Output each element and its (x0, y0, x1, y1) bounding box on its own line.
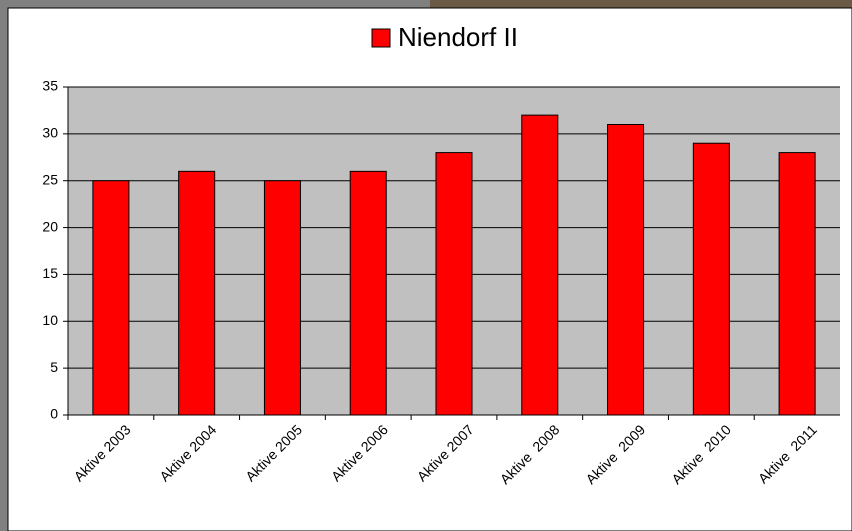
bar (436, 153, 472, 415)
y-tick-label: 0 (50, 406, 58, 422)
y-tick-label: 35 (42, 78, 58, 94)
y-tick-label: 15 (42, 265, 58, 281)
chart: 05101520253035Aktive 2003Aktive 2004Akti… (0, 0, 852, 531)
y-tick-label: 10 (42, 312, 58, 328)
y-tick-label: 5 (50, 359, 58, 375)
bar (179, 171, 215, 415)
y-tick-label: 20 (42, 218, 58, 234)
bar (350, 171, 386, 415)
bar (264, 181, 300, 415)
y-tick-label: 25 (42, 171, 58, 187)
bar (693, 143, 729, 415)
legend-swatch (372, 29, 390, 47)
bar (779, 153, 815, 415)
legend-label: Niendorf II (398, 22, 518, 52)
bar (608, 124, 644, 415)
bar (522, 115, 558, 415)
bar (93, 181, 129, 415)
y-tick-label: 30 (42, 125, 58, 141)
